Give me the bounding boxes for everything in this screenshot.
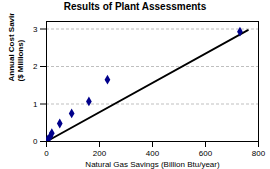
svg-text:0: 0 xyxy=(44,149,49,158)
svg-text:400: 400 xyxy=(146,149,160,158)
svg-text:800: 800 xyxy=(252,149,266,158)
svg-text:600: 600 xyxy=(199,149,213,158)
svg-text:3: 3 xyxy=(33,25,38,34)
svg-text:200: 200 xyxy=(93,149,107,158)
svg-text:0: 0 xyxy=(33,137,38,146)
html-text:Results of Plant Assessments: Results of Plant Assessments xyxy=(63,1,207,12)
svg-text:2: 2 xyxy=(33,62,38,71)
svg-text:Natural Gas Savings (Billion B: Natural Gas Savings (Billion Btu/year) xyxy=(85,160,220,169)
svg-text:1: 1 xyxy=(33,100,38,109)
svg-text:Annual Cost Savings($ Millions: Annual Cost Savings($ Millions) xyxy=(7,13,25,82)
